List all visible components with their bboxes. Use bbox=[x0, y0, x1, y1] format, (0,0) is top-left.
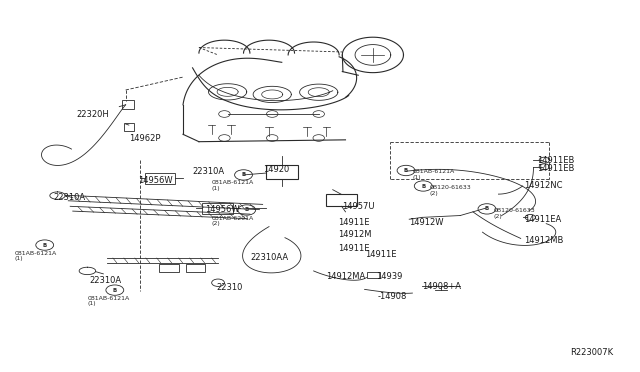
Text: 22310A: 22310A bbox=[193, 167, 225, 176]
Text: 14956W: 14956W bbox=[205, 205, 240, 215]
Text: 22310A: 22310A bbox=[54, 193, 86, 202]
Text: 0B120-61633
(2): 0B120-61633 (2) bbox=[429, 185, 471, 196]
Text: B: B bbox=[43, 243, 47, 248]
Text: R223007K: R223007K bbox=[570, 347, 613, 357]
Text: -14908: -14908 bbox=[378, 292, 407, 301]
Bar bbox=[202, 203, 233, 214]
Text: 14912M: 14912M bbox=[338, 230, 371, 239]
Text: 14957U: 14957U bbox=[342, 202, 375, 211]
Text: 14911E: 14911E bbox=[338, 218, 369, 227]
Text: 14912MB: 14912MB bbox=[524, 236, 563, 245]
Text: 22310A: 22310A bbox=[90, 276, 122, 285]
Text: 081AB-6201A
(2): 081AB-6201A (2) bbox=[212, 215, 254, 226]
Text: 14911E: 14911E bbox=[365, 250, 396, 259]
Bar bbox=[145, 173, 175, 184]
Text: 14911EB: 14911EB bbox=[537, 164, 574, 173]
Text: 14908+A: 14908+A bbox=[422, 282, 461, 291]
Text: B: B bbox=[241, 173, 246, 177]
Text: B: B bbox=[113, 288, 117, 293]
Text: 14962P: 14962P bbox=[129, 134, 161, 142]
Text: 14939: 14939 bbox=[376, 272, 403, 281]
Text: 081AB-6121A
(1): 081AB-6121A (1) bbox=[212, 180, 254, 191]
Text: B: B bbox=[485, 206, 489, 211]
Bar bbox=[266, 164, 298, 179]
Text: 22310: 22310 bbox=[217, 283, 243, 292]
Text: B: B bbox=[404, 168, 408, 173]
Text: B: B bbox=[244, 208, 249, 212]
Text: 14911E: 14911E bbox=[338, 244, 369, 253]
Text: 22320H: 22320H bbox=[77, 109, 109, 119]
Text: 14911EB: 14911EB bbox=[537, 155, 574, 165]
Text: 0B120-61633
(2): 0B120-61633 (2) bbox=[494, 208, 536, 219]
Text: 081AB-6121A
(1): 081AB-6121A (1) bbox=[14, 251, 56, 262]
Bar bbox=[159, 263, 179, 272]
Bar bbox=[186, 263, 205, 272]
Bar bbox=[122, 100, 134, 109]
Bar bbox=[124, 123, 134, 131]
Text: 081AB-6121A
(1): 081AB-6121A (1) bbox=[88, 296, 130, 307]
Text: 14920: 14920 bbox=[262, 165, 289, 174]
Text: 14911EA: 14911EA bbox=[524, 215, 561, 224]
Text: B: B bbox=[421, 183, 426, 189]
Bar bbox=[367, 272, 380, 278]
Text: 14912W: 14912W bbox=[409, 218, 444, 227]
Text: 14956W: 14956W bbox=[138, 176, 173, 185]
Text: 14912MA: 14912MA bbox=[326, 272, 365, 281]
Text: 14912NC: 14912NC bbox=[524, 182, 563, 190]
Text: 22310AA: 22310AA bbox=[250, 253, 288, 263]
Bar bbox=[326, 195, 357, 206]
Text: 081AB-6121A
(1): 081AB-6121A (1) bbox=[412, 169, 454, 180]
